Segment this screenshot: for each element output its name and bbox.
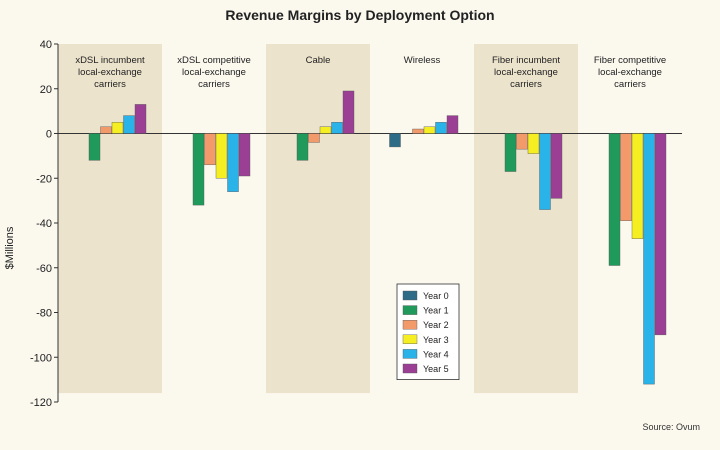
category-labels: xDSL incumbent local-exchange carriers xDSL… [75, 55, 666, 90]
bar [446, 115, 459, 134]
bar-series [88, 90, 667, 385]
category-label: Fiber incumbent local-exchange carriers [492, 55, 560, 90]
bar [204, 133, 216, 166]
legend-label: Year 3 [423, 335, 449, 345]
y-tick-label: -60 [36, 263, 52, 275]
bar [215, 133, 228, 179]
category-label: Wireless [404, 55, 441, 66]
bar [608, 133, 621, 266]
bar [516, 133, 528, 150]
y-tick-label: -80 [36, 308, 52, 320]
bar [504, 133, 517, 172]
legend-label: Year 4 [423, 349, 449, 359]
legend-swatch [402, 290, 418, 301]
chart-title: Revenue Margins by Deployment Option [225, 7, 494, 23]
legend-swatch [402, 320, 418, 330]
category-bands [58, 44, 578, 394]
y-axis-label: $Millions [4, 226, 16, 269]
bar [654, 133, 667, 336]
category-band [266, 44, 370, 394]
bar [319, 126, 332, 134]
y-tick-label: -120 [30, 397, 52, 409]
bar [123, 115, 135, 134]
bar [296, 133, 309, 161]
y-tick-label: 0 [46, 129, 52, 141]
bar [550, 133, 563, 199]
y-tick-label: -100 [30, 352, 52, 364]
legend-swatch [402, 305, 418, 315]
legend-swatch [402, 363, 418, 374]
bar [238, 133, 251, 177]
category-label: Cable [306, 55, 331, 66]
y-tick-label: -40 [36, 218, 52, 230]
bar [631, 133, 644, 239]
bar [412, 128, 424, 134]
bar [643, 133, 655, 385]
category-band [474, 44, 578, 394]
bar [342, 90, 355, 134]
y-tick-label: 20 [40, 84, 52, 96]
legend-label: Year 5 [423, 364, 449, 374]
bar [100, 126, 112, 134]
y-tick-label: 40 [40, 39, 52, 51]
legend-label: Year 1 [423, 306, 449, 316]
category-band [58, 44, 162, 394]
bar [435, 122, 447, 134]
bar [389, 133, 401, 148]
bar [423, 126, 436, 134]
y-tick-label: -20 [36, 173, 52, 185]
bar [620, 133, 632, 221]
bar [527, 133, 540, 154]
legend-swatch [402, 349, 418, 359]
legend-label: Year 0 [423, 291, 449, 301]
bar [227, 133, 239, 192]
legend: Year 0 Year 1 Year 2 Year 3 Year 4 Year 5 [396, 283, 460, 380]
category-label: xDSL incumbent local-exchange carriers [75, 55, 145, 90]
source-note: Source: Ovum [642, 422, 700, 432]
y-axis: 40 20 0 -20 -40 -60 -80 -100 -120 [30, 39, 682, 409]
bar [134, 104, 147, 134]
category-label: xDSL competitive local-exchange carriers [177, 55, 251, 90]
bar [111, 122, 124, 134]
bar [308, 133, 320, 143]
category-label: Fiber competitive local-exchange carriers [594, 55, 666, 90]
bar [539, 133, 551, 210]
legend-label: Year 2 [423, 320, 449, 330]
legend-swatch [402, 334, 418, 344]
bar [331, 122, 343, 134]
bar [192, 133, 205, 206]
bar [88, 133, 101, 161]
